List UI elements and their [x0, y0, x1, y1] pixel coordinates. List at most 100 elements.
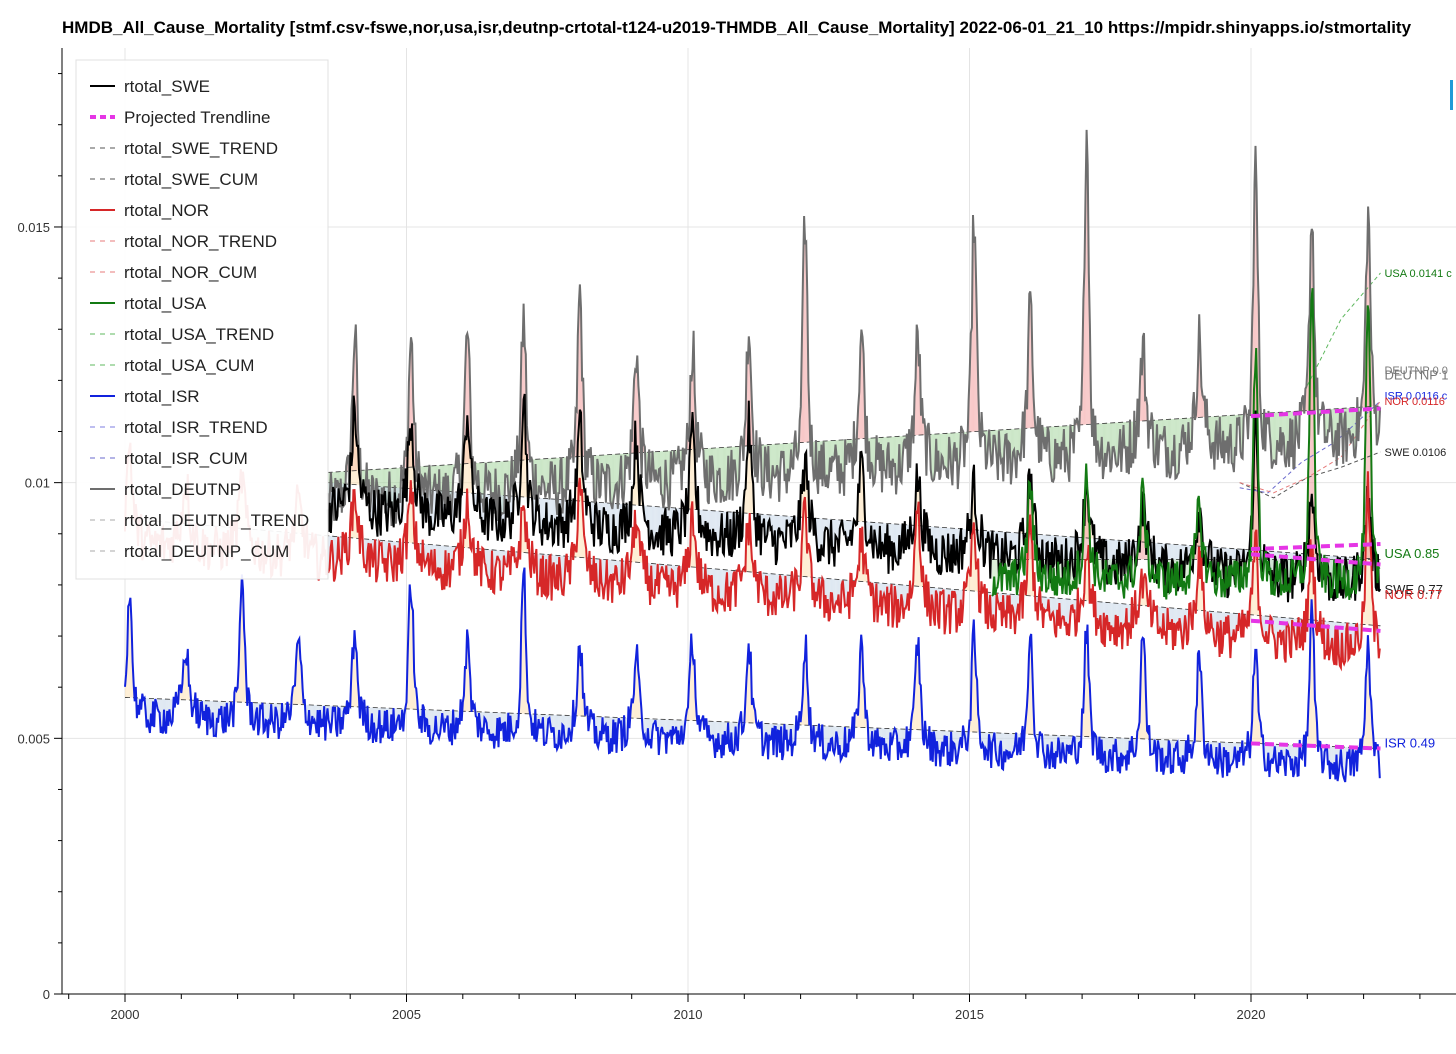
deviation-fill: [871, 438, 873, 467]
end-annotation: SWE 0.0106: [1384, 447, 1446, 459]
deviation-fill: [776, 443, 779, 472]
deviation-fill: [769, 573, 771, 604]
deviation-fill: [778, 515, 780, 531]
deviation-fill: [939, 527, 941, 575]
deviation-fill: [1014, 532, 1016, 547]
deviation-fill: [265, 703, 267, 721]
deviation-fill: [974, 236, 976, 432]
deviation-fill: [1272, 412, 1274, 464]
deviation-fill: [723, 447, 726, 502]
deviation-fill: [1006, 733, 1008, 752]
deviation-fill: [293, 685, 295, 705]
deviation-fill: [718, 447, 720, 474]
deviation-fill: [636, 355, 638, 453]
deviation-fill: [481, 462, 483, 503]
x-tick-label: 2020: [1237, 1007, 1266, 1022]
deviation-fill: [866, 521, 868, 547]
deviation-fill: [1115, 422, 1117, 467]
y-tick-label: 0.015: [17, 220, 50, 235]
deviation-fill: [1145, 398, 1147, 421]
deviation-fill: [1008, 429, 1010, 444]
deviation-fill: [830, 578, 832, 594]
deviation-fill: [993, 430, 995, 436]
y-tick-label: 0.01: [25, 476, 50, 491]
deviation-fill: [184, 660, 186, 700]
deviation-fill: [645, 505, 648, 525]
legend-label: rtotal_USA_TREND: [124, 325, 274, 344]
deviation-fill: [804, 216, 806, 443]
deviation-fill: [1113, 422, 1115, 454]
deviation-fill: [893, 436, 896, 467]
deviation-fill: [835, 519, 837, 538]
deviation-fill: [492, 461, 494, 494]
deviation-fill: [1212, 416, 1214, 444]
deviation-fill: [1202, 395, 1204, 418]
x-tick-label: 2010: [674, 1007, 703, 1022]
legend-label: rtotal_ISR_TREND: [124, 418, 268, 437]
legend-label: rtotal_ISR_CUM: [124, 449, 248, 468]
edge-marker: [1450, 80, 1453, 110]
deviation-fill: [1112, 422, 1114, 448]
deviation-fill: [505, 461, 507, 477]
deviation-fill: [542, 458, 544, 481]
end-annotation: USA 0.0141 c: [1384, 268, 1452, 280]
deviation-fill: [543, 498, 545, 521]
end-annotation: USA 0.85: [1384, 546, 1439, 561]
deviation-fill: [1013, 532, 1015, 549]
deviation-fill: [488, 549, 490, 588]
deviation-fill: [545, 458, 547, 498]
deviation-fill: [1013, 429, 1015, 453]
deviation-fill: [1142, 637, 1144, 739]
legend-label: rtotal_SWE_CUM: [124, 170, 258, 189]
deviation-fill: [975, 568, 978, 592]
legend-label: Projected Trendline: [124, 108, 270, 127]
deviation-fill: [651, 506, 653, 537]
deviation-fill: [941, 433, 943, 458]
end-annotation: NOR 0.77: [1384, 587, 1442, 602]
deviation-fill: [552, 714, 554, 729]
x-tick-label: 2005: [392, 1007, 421, 1022]
legend-label: rtotal_ISR: [124, 387, 200, 406]
series-line: [326, 129, 1382, 526]
deviation-fill: [721, 447, 723, 492]
deviation-fill: [1123, 738, 1125, 758]
deviation-fill: [1350, 407, 1352, 444]
deviation-fill: [1046, 535, 1048, 544]
deviation-fill: [603, 454, 605, 473]
deviation-fill: [653, 506, 655, 550]
deviation-fill: [805, 241, 807, 443]
deviation-fill: [713, 568, 716, 601]
deviation-fill: [1277, 412, 1279, 448]
deviation-fill: [931, 434, 933, 481]
deviation-fill: [1160, 419, 1162, 439]
deviation-fill: [408, 502, 410, 543]
legend-label: rtotal_SWE_TREND: [124, 139, 278, 158]
deviation-fill: [658, 451, 661, 470]
deviation-fill: [664, 719, 666, 735]
deviation-fill: [882, 523, 884, 547]
deviation-fill: [1351, 407, 1353, 438]
deviation-fill: [943, 433, 945, 469]
deviation-fill: [611, 454, 613, 510]
deviation-fill: [607, 454, 609, 466]
deviation-fill: [825, 518, 827, 529]
deviation-fill: [1273, 412, 1276, 461]
end-annotation: ISR 0.49: [1384, 735, 1435, 750]
deviation-fill: [610, 503, 612, 552]
deviation-fill: [1165, 739, 1167, 759]
deviation-fill: [501, 712, 503, 725]
legend-box: [75, 59, 329, 580]
deviation-fill: [1066, 735, 1069, 746]
deviation-fill: [1086, 558, 1088, 601]
deviation-fill: [465, 437, 467, 493]
deviation-fill: [546, 458, 548, 493]
deviation-fill: [1062, 598, 1064, 617]
legend-label: rtotal_DEUTNP: [124, 480, 241, 499]
deviation-fill: [861, 329, 863, 439]
deviation-fill: [770, 573, 772, 604]
deviation-fill: [1017, 428, 1019, 454]
deviation-fill: [722, 569, 724, 604]
deviation-fill: [722, 447, 724, 502]
legend-label: rtotal_NOR_TREND: [124, 232, 277, 251]
